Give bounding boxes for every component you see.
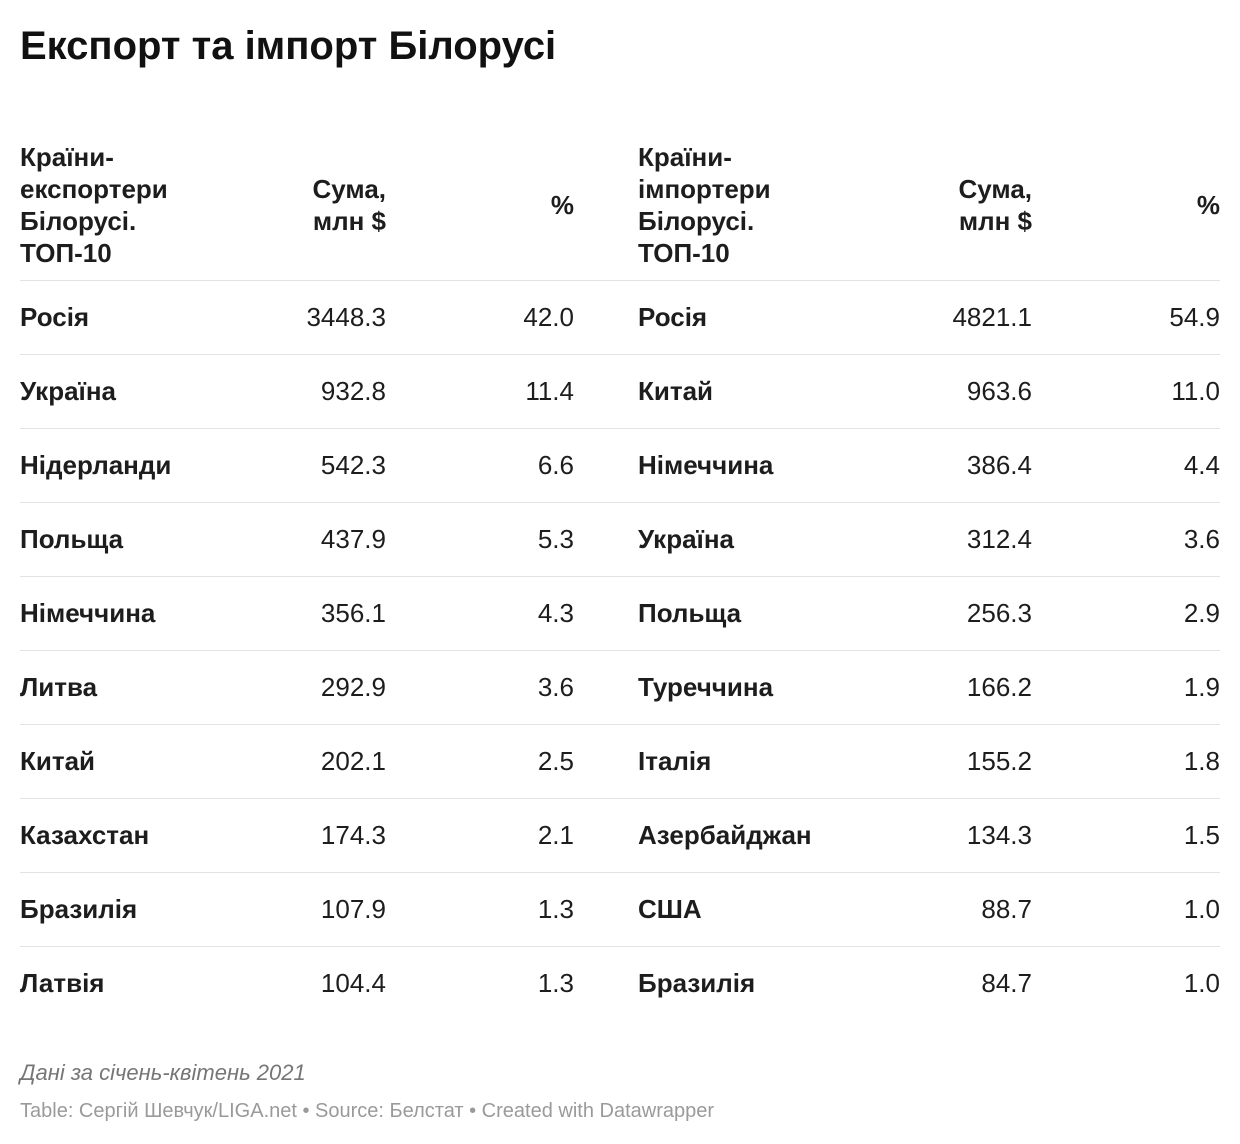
column-gap <box>574 576 638 651</box>
export-percent-cell: 4.3 <box>386 576 574 651</box>
import-percent-cell: 1.9 <box>1032 650 1220 725</box>
column-gap <box>574 428 638 503</box>
header-export-percent[interactable]: % <box>386 130 574 281</box>
import-amount-cell: 166.2 <box>868 650 1032 725</box>
export-percent-cell: 1.3 <box>386 872 574 947</box>
export-percent-cell: 5.3 <box>386 502 574 577</box>
import-country-cell: Італія <box>638 724 868 799</box>
import-percent-cell: 54.9 <box>1032 280 1220 355</box>
export-percent-cell: 6.6 <box>386 428 574 503</box>
export-percent-cell: 3.6 <box>386 650 574 725</box>
import-country-cell: Китай <box>638 354 868 429</box>
import-country-cell: Азербайджан <box>638 798 868 873</box>
header-import-amount[interactable]: Сума, млн $ <box>868 130 1032 281</box>
export-country-cell: Польща <box>20 502 230 577</box>
column-gap <box>574 947 638 1021</box>
import-country-cell: Туреччина <box>638 650 868 725</box>
table-row: Литва 292.9 3.6 Туреччина 166.2 1.9 <box>20 650 1220 725</box>
export-amount-cell: 356.1 <box>230 576 386 651</box>
table-notes: Дані за січень-квітень 2021 <box>20 1060 306 1085</box>
export-country-cell: Німеччина <box>20 576 230 651</box>
header-export-country[interactable]: Країни- експортери Білорусі. ТОП-10 <box>20 130 230 281</box>
table-row: Бразилія 107.9 1.3 США 88.7 1.0 <box>20 872 1220 947</box>
import-country-cell: Бразилія <box>638 968 756 998</box>
export-percent-cell: 1.3 <box>537 968 574 998</box>
import-country-cell: США <box>638 872 868 947</box>
column-gap <box>574 724 638 799</box>
export-amount-cell: 174.3 <box>230 798 386 873</box>
table-row: Польща 437.9 5.3 Україна 312.4 3.6 <box>20 502 1220 577</box>
import-percent-cell: 1.0 <box>1032 872 1220 947</box>
import-percent-cell: 1.5 <box>1032 798 1220 873</box>
import-country-cell: Німеччина <box>638 428 868 503</box>
column-gap <box>574 798 638 873</box>
table-row: Китай 202.1 2.5 Італія 155.2 1.8 <box>20 724 1220 799</box>
import-amount-cell: 155.2 <box>868 724 1032 799</box>
import-amount-cell: 4821.1 <box>868 280 1032 355</box>
table-row: Україна 932.8 11.4 Китай 963.6 11.0 <box>20 354 1220 429</box>
export-percent-cell: 2.1 <box>386 798 574 873</box>
import-amount-cell: 386.4 <box>868 428 1032 503</box>
column-gap <box>574 354 638 429</box>
export-percent-cell: 2.5 <box>386 724 574 799</box>
export-country-cell: Китай <box>20 724 230 799</box>
export-amount-cell: 932.8 <box>230 354 386 429</box>
table-row: Латвія 104.4 1.3 Бразилія 84.7 1.0 <box>20 947 1220 1021</box>
import-percent-cell: 2.9 <box>1032 576 1220 651</box>
column-gap <box>574 650 638 725</box>
column-gap <box>574 872 638 947</box>
import-percent-cell: 1.8 <box>1032 724 1220 799</box>
import-amount-cell: 88.7 <box>868 872 1032 947</box>
header-import-percent[interactable]: % <box>1032 130 1220 281</box>
export-percent-cell: 11.4 <box>386 354 574 429</box>
export-country-cell: Україна <box>20 354 230 429</box>
column-gap <box>574 130 638 281</box>
table-row: Росія 3448.3 42.0 Росія 4821.1 54.9 <box>20 280 1220 355</box>
export-amount-cell: 3448.3 <box>230 280 386 355</box>
export-country-cell: Росія <box>20 280 230 355</box>
table-footer: Table: Сергій Шевчук/LIGA.net • Source: … <box>20 1100 715 1122</box>
table-row: Нідерланди 542.3 6.6 Німеччина 386.4 4.4 <box>20 428 1220 503</box>
import-amount-cell: 256.3 <box>868 576 1032 651</box>
column-gap <box>574 280 638 355</box>
trade-table: Країни- експортери Білорусі. ТОП-10 Сума… <box>20 130 1220 1020</box>
export-amount-cell: 202.1 <box>230 724 386 799</box>
import-country-cell: Польща <box>638 576 868 651</box>
table-body: Росія 3448.3 42.0 Росія 4821.1 54.9 Україна 932… <box>20 280 1220 1021</box>
export-amount-cell: 107.9 <box>230 872 386 947</box>
import-amount-cell: 963.6 <box>868 354 1032 429</box>
import-percent-cell: 4.4 <box>1032 428 1220 503</box>
import-percent-cell: 3.6 <box>1032 502 1220 577</box>
header-export-amount[interactable]: Сума, млн $ <box>230 130 386 281</box>
export-amount-cell: 104.4 <box>320 968 386 998</box>
import-country-cell: Росія <box>638 280 868 355</box>
chart-title: Експорт та імпорт Білорусі <box>20 24 557 68</box>
export-amount-cell: 292.9 <box>230 650 386 725</box>
import-percent-cell: 1.0 <box>1183 968 1220 998</box>
export-percent-cell: 42.0 <box>386 280 574 355</box>
export-country-cell: Нідерланди <box>20 428 230 503</box>
import-amount-cell: 84.7 <box>981 968 1032 998</box>
export-country-cell: Казахстан <box>20 798 230 873</box>
import-amount-cell: 134.3 <box>868 798 1032 873</box>
import-country-cell: Україна <box>638 502 868 577</box>
import-amount-cell: 312.4 <box>868 502 1032 577</box>
export-amount-cell: 437.9 <box>230 502 386 577</box>
export-country-cell: Латвія <box>20 968 105 998</box>
import-percent-cell: 11.0 <box>1032 354 1220 429</box>
table-row: Німеччина 356.1 4.3 Польща 256.3 2.9 <box>20 576 1220 651</box>
column-gap <box>574 502 638 577</box>
table-header-row: Країни- експортери Білорусі. ТОП-10 Сума… <box>20 130 1220 281</box>
export-country-cell: Бразилія <box>20 872 230 947</box>
table-row: Казахстан 174.3 2.1 Азербайджан 134.3 1.5 <box>20 798 1220 873</box>
export-country-cell: Литва <box>20 650 230 725</box>
export-amount-cell: 542.3 <box>230 428 386 503</box>
header-import-country[interactable]: Країни- імпортери Білорусі. ТОП-10 <box>638 130 868 281</box>
